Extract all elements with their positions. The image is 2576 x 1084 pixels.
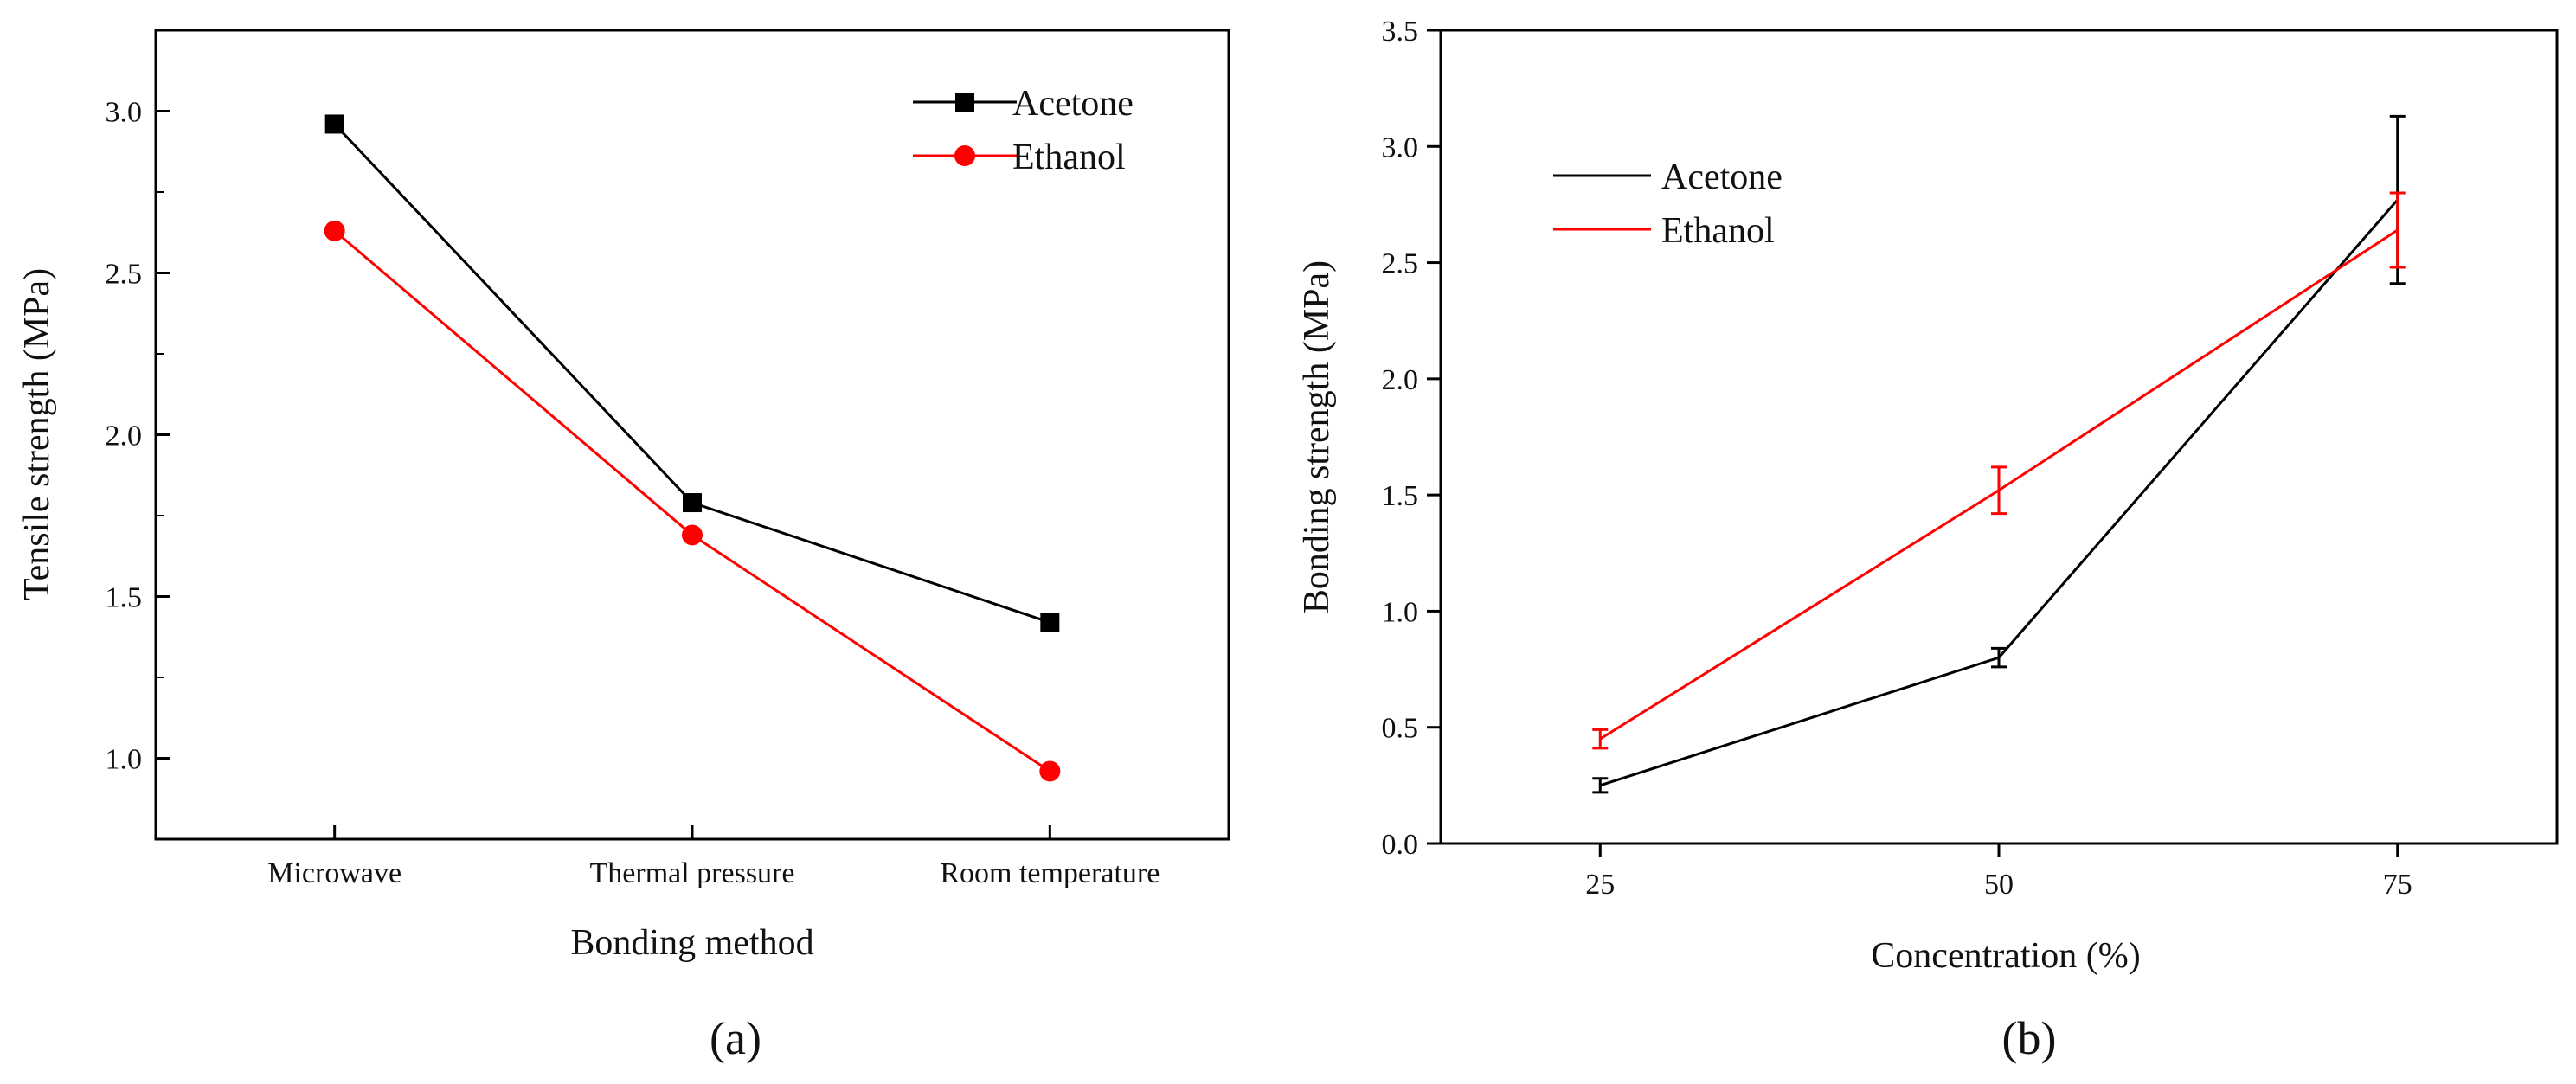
chart-a-ylabel: Tensile strength (MPa) (17, 268, 57, 600)
legend-b-acetone-label: Acetone (1661, 157, 1783, 197)
chart-b-legend: Acetone Ethanol (1553, 157, 1783, 251)
y-tick-label-a: 1.0 (106, 744, 143, 776)
series-line-a-acetone (333, 123, 1050, 624)
x-tick-label-b: 50 (1984, 869, 2014, 901)
error-bar-b-ethanol (1592, 728, 1609, 750)
chart-b-marks (1592, 114, 2406, 794)
panel-a: 1.0 1.5 2.0 2.5 3.0 Microwave Thermal pressure… (17, 29, 1230, 1064)
chart-a-marks (324, 114, 1061, 782)
legend-a-ethanol-marker (954, 145, 975, 166)
x-tick-label-a: Microwave (267, 857, 401, 889)
y-tick-label-b: 0.0 (1382, 829, 1419, 861)
y-tick-label-a: 1.5 (106, 582, 143, 614)
y-tick-label-b: 2.0 (1382, 364, 1419, 396)
panel-b: 0.0 0.5 1.0 1.5 2.0 2.5 3.0 3.5 25 50 75 Concentra… (1297, 16, 2559, 1064)
legend-a-acetone-label: Acetone (1012, 84, 1134, 124)
y-tick-label-b: 2.5 (1382, 248, 1419, 280)
legend-a-acetone-marker (955, 93, 974, 112)
chart-a-legend: Acetone Ethanol (913, 84, 1134, 177)
legend-a-ethanol-label: Ethanol (1012, 138, 1126, 177)
data-point-a-ethanol (324, 220, 345, 241)
x-tick-label-a: Thermal pressure (590, 857, 795, 889)
error-bar-b-acetone (1592, 777, 1609, 794)
y-tick-label-b: 3.0 (1382, 131, 1419, 164)
data-point-a-acetone (1040, 613, 1060, 632)
error-bar-b-ethanol (2389, 191, 2406, 269)
y-tick-label-b: 3.5 (1382, 16, 1419, 48)
panel-label-b: (b) (2002, 1012, 2057, 1064)
error-bar-b-ethanol (1991, 465, 2007, 516)
x-tick-label-b: 75 (2383, 869, 2412, 901)
x-tick-label-b: 25 (1585, 869, 1615, 901)
chart-b-xlabel: Concentration (%) (1871, 936, 2140, 976)
y-tick-label-b: 1.5 (1382, 480, 1419, 512)
chart-a-axes: 1.0 1.5 2.0 2.5 3.0 Microwave Thermal pressure… (106, 29, 1160, 889)
panel-label-a: (a) (710, 1012, 761, 1064)
chart-b-plot-frame (1439, 29, 2559, 845)
chart-b-ylabel: Bonding strength (MPa) (1297, 260, 1337, 613)
legend-b-ethanol-label: Ethanol (1661, 211, 1775, 251)
y-tick-label-b: 1.0 (1382, 596, 1419, 628)
x-tick-label-a: Room temperature (940, 857, 1160, 889)
data-point-a-ethanol (682, 524, 703, 546)
data-point-a-acetone (683, 493, 702, 513)
y-tick-label-a: 2.5 (106, 259, 143, 291)
chart-a-xlabel: Bonding method (570, 923, 813, 963)
error-bar-b-acetone (1991, 646, 2007, 669)
y-tick-label-b: 0.5 (1382, 713, 1419, 745)
y-tick-label-a: 3.0 (106, 97, 143, 129)
data-point-a-acetone (324, 114, 344, 134)
chart-b-axes: 0.0 0.5 1.0 1.5 2.0 2.5 3.0 3.5 25 50 75 (1382, 16, 2412, 901)
y-tick-label-a: 2.0 (106, 420, 143, 452)
data-point-a-ethanol (1039, 760, 1061, 782)
